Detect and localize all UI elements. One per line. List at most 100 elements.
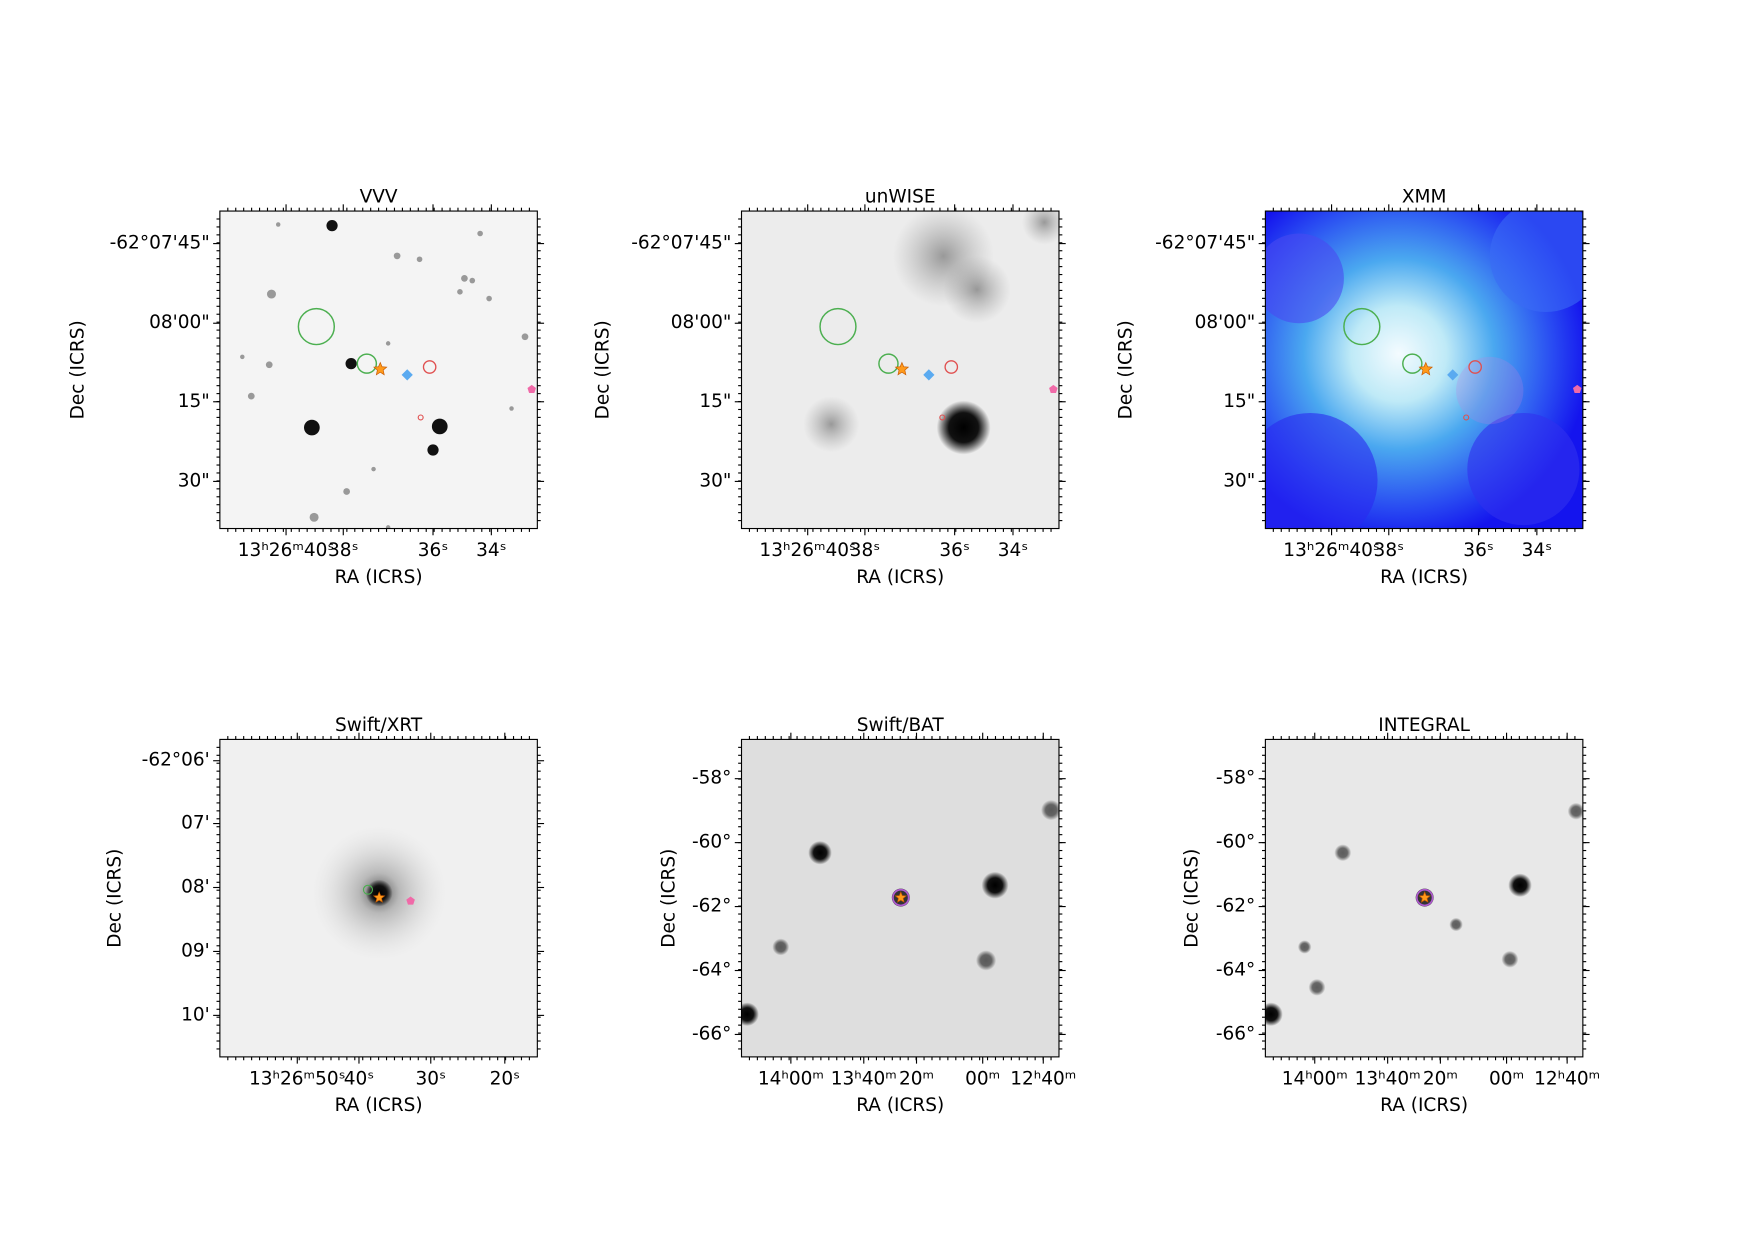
marker-circle [1468, 360, 1483, 374]
marker-circle [892, 888, 910, 907]
source [1308, 978, 1326, 996]
x-tick-label: 13ʰ26ᵐ50ˢ [249, 1068, 346, 1089]
y-tick-label: -60° [692, 832, 731, 853]
marker-circle [944, 360, 959, 374]
bright-source [936, 400, 991, 455]
source [343, 488, 350, 495]
x-tick-label: 14ʰ00ᵐ [1282, 1068, 1348, 1089]
marker-star [894, 361, 910, 376]
x-tick-label: 40ˢ [344, 1068, 374, 1089]
y-tick-label: -66° [692, 1023, 731, 1044]
y-tick-label: -64° [1216, 960, 1255, 981]
source [477, 230, 483, 237]
source [393, 252, 401, 260]
y-tick-label: -64° [692, 960, 731, 981]
source [461, 275, 468, 282]
source [981, 871, 1009, 899]
y-tick-label: 07' [181, 813, 210, 834]
y-tick-label: -66° [1216, 1023, 1255, 1044]
x-tick-label: 12ʰ40ᵐ [1010, 1068, 1076, 1089]
marker-star [894, 891, 908, 903]
y-tick-label: -62°07'45" [110, 233, 210, 254]
source [1041, 800, 1059, 821]
marker-circle [1343, 307, 1381, 346]
marker-circle [939, 414, 946, 421]
y-axis-label: Dec (ICRS) [659, 849, 680, 948]
y-tick-label: 08'00" [1195, 312, 1256, 333]
y-axis-label: Dec (ICRS) [105, 849, 126, 948]
diffuse [803, 396, 860, 453]
source [371, 466, 376, 472]
source [1501, 950, 1519, 968]
x-tick-label: 30ˢ [416, 1068, 446, 1089]
source [509, 406, 514, 411]
image [1265, 211, 1583, 529]
y-tick-label: 15" [699, 391, 731, 412]
y-tick-label: 30" [1223, 470, 1255, 491]
panel-title: XMM [1402, 187, 1447, 208]
y-tick-label: 09' [181, 940, 210, 961]
source [772, 938, 790, 956]
marker-circle [878, 353, 899, 374]
texture [1265, 413, 1378, 529]
panel-title: unWISE [865, 187, 936, 208]
source [240, 354, 245, 360]
marker-circle [297, 307, 336, 346]
image [741, 211, 1059, 529]
image [219, 211, 538, 529]
y-tick-label: -62°07'45" [631, 233, 731, 254]
marker-circle [356, 353, 378, 374]
source [416, 256, 423, 263]
source [808, 840, 832, 865]
x-axis-label: RA (ICRS) [856, 1095, 944, 1116]
y-tick-label: 08' [181, 877, 210, 898]
source [469, 277, 476, 284]
x-tick-label: 20ᵐ [899, 1068, 934, 1089]
source [741, 1002, 759, 1027]
y-axis-label: Dec (ICRS) [68, 320, 89, 419]
marker-circle [1402, 353, 1423, 374]
x-tick-label: 34ˢ [1522, 540, 1552, 561]
panel-title: Swift/XRT [335, 715, 423, 736]
x-tick-label: 12ʰ40ᵐ [1534, 1068, 1600, 1089]
marker-circle [819, 307, 857, 346]
x-tick-label: 36ˢ [1463, 540, 1493, 561]
source [427, 444, 439, 456]
texture [1467, 412, 1580, 526]
y-tick-label: -58° [692, 768, 731, 789]
source [1265, 1002, 1283, 1027]
marker-diamond [923, 369, 935, 381]
marker-circle [1463, 414, 1470, 421]
magenta-patch [1456, 356, 1524, 425]
marker-circle [422, 360, 437, 374]
source [326, 220, 338, 232]
y-tick-label: 08'00" [671, 312, 732, 333]
y-tick-label: 30" [178, 470, 210, 491]
source [521, 333, 529, 341]
source [345, 358, 357, 370]
source [304, 419, 320, 436]
x-axis-label: RA (ICRS) [856, 567, 944, 588]
x-axis-label: RA (ICRS) [335, 567, 423, 588]
y-tick-label: 08'00" [149, 312, 210, 333]
marker-circle [417, 414, 424, 421]
panel-title: Swift/BAT [857, 715, 945, 736]
x-tick-label: 20ˢ [490, 1068, 520, 1089]
source [385, 525, 391, 529]
y-tick-label: -60° [1216, 832, 1255, 853]
source [431, 418, 448, 435]
diffuse [943, 255, 1011, 324]
panel: Swift/BAT RA (ICRS) Dec (ICRS) 14ʰ00ᵐ 13ʰ40ᵐ… [659, 715, 1077, 1116]
x-tick-label: 00ᵐ [1489, 1068, 1524, 1089]
x-tick-label: 36ˢ [418, 540, 448, 561]
source [1334, 844, 1352, 862]
x-tick-label: 34ˢ [998, 540, 1028, 561]
image [741, 739, 1059, 1057]
source [486, 295, 492, 302]
source [247, 392, 255, 400]
y-tick-label: -62°06' [142, 750, 210, 771]
x-axis-label: RA (ICRS) [335, 1095, 423, 1116]
